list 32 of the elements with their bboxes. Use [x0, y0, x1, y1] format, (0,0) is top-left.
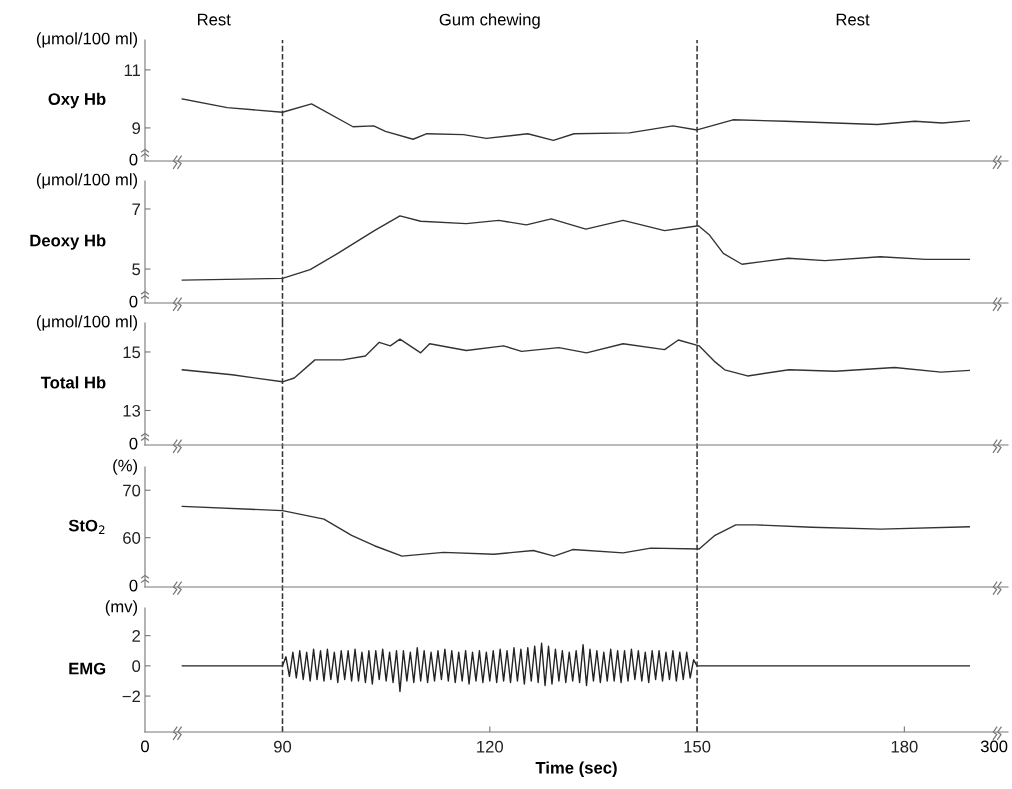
- y-tick-label: 2: [132, 630, 140, 642]
- text: (mv): [105, 600, 138, 616]
- text: Gum chewing: [439, 13, 540, 29]
- text: Rest: [197, 13, 231, 26]
- y-tick-label: 11: [124, 64, 141, 76]
- y-axis-title: Oxy Hb: [48, 92, 106, 109]
- y-tick-label: 7: [132, 203, 140, 215]
- text: 300: [980, 740, 1008, 753]
- x-tick-label: 120: [477, 740, 504, 753]
- y-tick-label: 60: [123, 532, 141, 544]
- x-tick-label: 90: [274, 740, 292, 753]
- y-tick-label: 13: [123, 404, 141, 417]
- y-axis-title: StO$_{2}$: [68, 519, 105, 535]
- text: (μmol/100 ml): [36, 315, 138, 331]
- text: Rest: [836, 13, 870, 26]
- y-axis-title: Total Hb: [40, 376, 106, 389]
- y-tick-label: −2: [122, 690, 140, 703]
- y-tick-label: 0: [132, 660, 141, 673]
- y-tick-label: 5: [132, 263, 141, 276]
- y-tick-label: 9: [132, 122, 141, 135]
- text: (μmol/100 ml): [36, 32, 138, 48]
- y-axis-title: EMG: [69, 662, 106, 675]
- text: 0: [141, 740, 149, 753]
- y-tick-label: 15: [123, 346, 141, 359]
- x-tick-label: 180: [891, 740, 918, 753]
- text: (%): [113, 459, 138, 475]
- line-series: [181, 642, 971, 693]
- x-axis-title: Time (sec): [535, 761, 617, 777]
- y-axis-title: Deoxy Hb: [30, 234, 106, 250]
- x-tick-label: 150: [684, 740, 711, 753]
- text: (μmol/100 ml): [36, 173, 138, 189]
- y-tick-label: 70: [123, 484, 141, 497]
